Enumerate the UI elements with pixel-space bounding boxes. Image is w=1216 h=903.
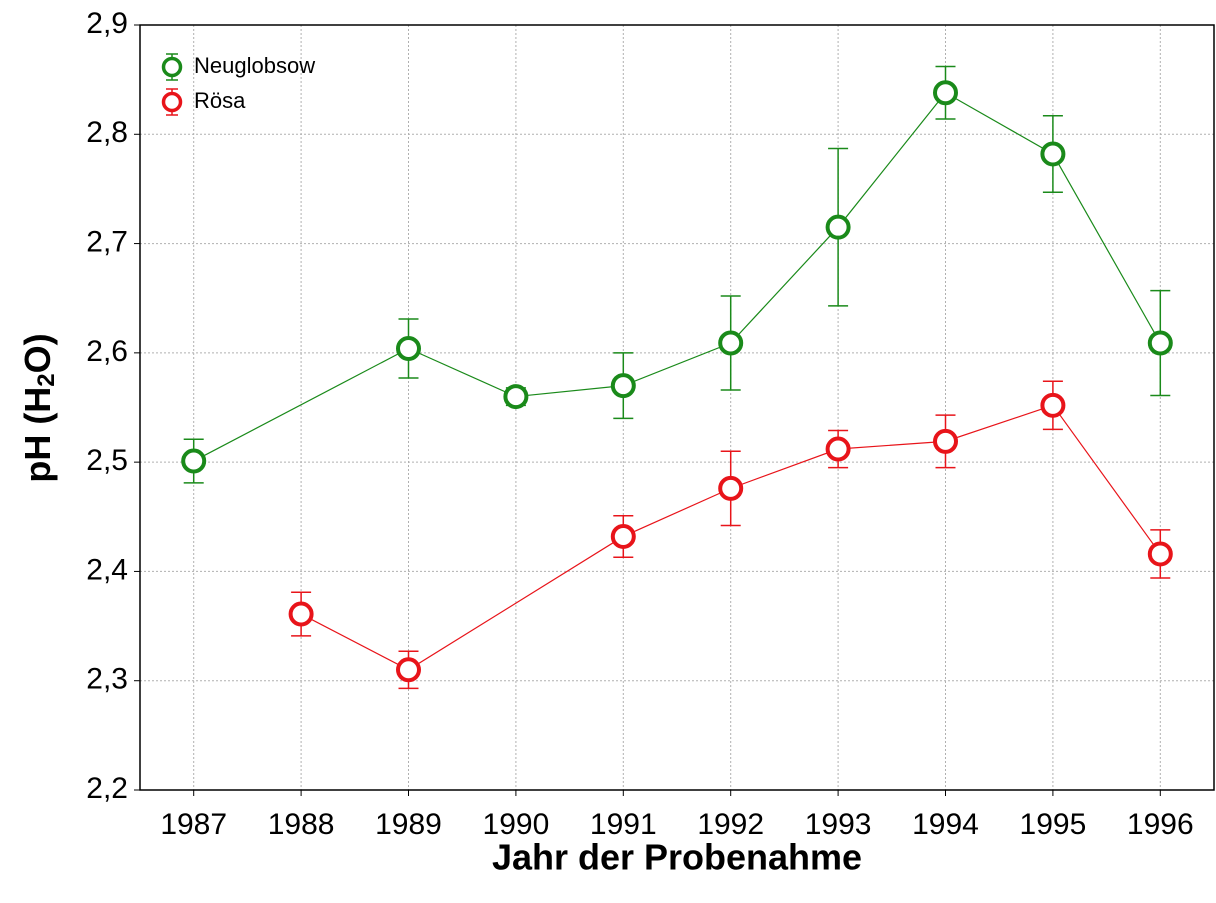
marker [288, 601, 314, 627]
x-tick-label: 1994 [912, 808, 979, 841]
x-tick-label: 1991 [590, 808, 657, 841]
marker [718, 475, 744, 501]
series-line [300, 404, 1161, 671]
x-tick-label: 1996 [1127, 808, 1194, 841]
plot-frame [139, 24, 1215, 791]
legend-marker [161, 91, 183, 113]
marker [718, 330, 744, 356]
x-tick-label: 1992 [697, 808, 764, 841]
marker [396, 335, 421, 361]
marker [933, 428, 958, 454]
y-tick-label: 2,7 [86, 225, 128, 258]
marker [825, 436, 851, 462]
y-axis-title-sub: 2 [33, 373, 60, 386]
y-tick-label: 2,5 [86, 444, 128, 477]
marker [610, 523, 636, 549]
legend-label: Neuglobsow [194, 53, 315, 78]
y-tick-label: 2,3 [86, 663, 128, 696]
y-tick-label: 2,9 [86, 7, 128, 40]
series-line [193, 91, 1161, 462]
y-tick-label: 2,6 [86, 335, 128, 368]
y-tick-label: 2,4 [86, 553, 128, 586]
y-axis-title: pH (H2O) [17, 333, 61, 482]
legend-marker [161, 56, 183, 78]
marker [1040, 392, 1066, 418]
x-tick-label: 1995 [1020, 808, 1087, 841]
x-tick-label: 1988 [268, 808, 335, 841]
x-tick-label: 1993 [805, 808, 872, 841]
marker [396, 657, 421, 683]
y-tick-label: 2,2 [86, 772, 128, 805]
x-tick-label: 1987 [160, 808, 227, 841]
marker [825, 214, 851, 240]
marker [1040, 141, 1066, 167]
marker [610, 373, 636, 399]
x-tick-label: 1989 [375, 808, 442, 841]
x-tick-label: 1990 [483, 808, 550, 841]
marker [503, 384, 529, 410]
y-axis-title-part: pH (H [17, 387, 58, 483]
marker [1147, 330, 1173, 356]
legend-label: Rösa [194, 88, 246, 113]
x-axis-title: Jahr der Probenahme [492, 837, 862, 878]
marker [181, 448, 207, 474]
y-tick-label: 2,8 [86, 116, 128, 149]
marker [1147, 541, 1173, 567]
marker [933, 80, 958, 106]
y-axis-title-part: O) [17, 333, 58, 373]
